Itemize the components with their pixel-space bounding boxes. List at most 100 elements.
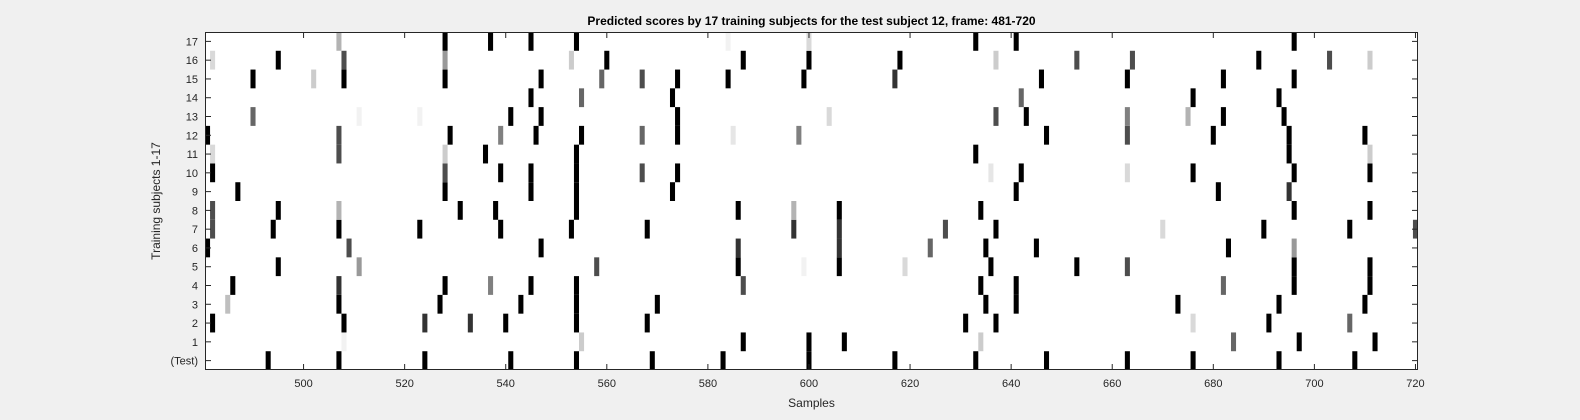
heatmap-cell bbox=[422, 313, 428, 333]
heatmap-cell bbox=[579, 125, 585, 145]
heatmap-cell bbox=[1286, 182, 1292, 201]
heatmap-cell bbox=[973, 351, 979, 370]
heatmap-cell bbox=[1124, 351, 1130, 370]
heatmap-cell bbox=[437, 294, 443, 314]
heatmap-cell bbox=[806, 332, 812, 352]
heatmap-cell bbox=[1225, 238, 1231, 258]
heatmap-cell bbox=[493, 201, 499, 220]
heatmap-cell bbox=[1210, 125, 1216, 145]
heatmap-cell bbox=[336, 125, 342, 145]
heatmap-cell bbox=[836, 257, 842, 277]
heatmap-cell bbox=[836, 201, 842, 220]
y-tick-label: 9 bbox=[192, 187, 198, 199]
heatmap-cell bbox=[594, 257, 600, 277]
heatmap-cell bbox=[442, 276, 448, 295]
heatmap-cell bbox=[336, 201, 342, 220]
heatmap-cell bbox=[654, 294, 660, 314]
heatmap-cell bbox=[457, 201, 463, 220]
heatmap-cell bbox=[568, 219, 574, 239]
heatmap-cell bbox=[675, 107, 681, 126]
heatmap-cell bbox=[725, 32, 731, 51]
heatmap-cell bbox=[1291, 257, 1297, 277]
heatmap-cell bbox=[973, 144, 979, 164]
heatmap-cell bbox=[806, 32, 812, 51]
heatmap-cell bbox=[841, 332, 847, 352]
heatmap-cell bbox=[604, 50, 610, 70]
heatmap-cell bbox=[533, 125, 539, 145]
heatmap-cell bbox=[1013, 182, 1019, 201]
heatmap-cell bbox=[1190, 88, 1196, 108]
heatmap-cell bbox=[250, 107, 256, 126]
heatmap-cell bbox=[528, 182, 534, 201]
heatmap-cell bbox=[1023, 107, 1029, 126]
x-tick-label: 620 bbox=[901, 378, 919, 390]
y-tick-label: 10 bbox=[186, 168, 198, 180]
heatmap-cell bbox=[275, 50, 281, 70]
y-tick-label: 13 bbox=[186, 112, 198, 124]
heatmap-cell bbox=[1185, 107, 1191, 126]
heatmap-cell bbox=[1013, 276, 1019, 295]
heatmap-cell bbox=[1018, 88, 1024, 108]
heatmap-cell bbox=[836, 238, 842, 258]
y-tick-label: 8 bbox=[192, 205, 198, 217]
heatmap-cell bbox=[1013, 294, 1019, 314]
heatmap-cell bbox=[735, 238, 741, 258]
heatmap-cell bbox=[1190, 163, 1196, 183]
heatmap-cell bbox=[1367, 276, 1373, 295]
heatmap-cell bbox=[978, 201, 984, 220]
heatmap-cell bbox=[225, 294, 231, 314]
heatmap-cell bbox=[978, 332, 984, 352]
heatmap-cell bbox=[1033, 238, 1039, 258]
heatmap-cell bbox=[983, 294, 989, 314]
heatmap-cell bbox=[573, 182, 580, 201]
heatmap-cell bbox=[341, 69, 347, 89]
heatmap-cell bbox=[644, 313, 650, 333]
heatmap-cell bbox=[675, 69, 681, 89]
heatmap-cell bbox=[275, 201, 281, 220]
heatmap-cell bbox=[1043, 125, 1050, 145]
heatmap-cell bbox=[1367, 201, 1373, 220]
heatmap-cell bbox=[1367, 144, 1373, 164]
heatmap-cell bbox=[1286, 125, 1292, 145]
heatmap-cell bbox=[1124, 257, 1130, 277]
heatmap-cell bbox=[528, 32, 534, 51]
heatmap-cell bbox=[508, 351, 514, 370]
heatmap-cell bbox=[801, 69, 807, 89]
heatmap-cell bbox=[1291, 238, 1297, 258]
heatmap-cell bbox=[1266, 313, 1272, 333]
y-tick-label: 14 bbox=[186, 93, 198, 105]
y-tick-label: 7 bbox=[192, 224, 198, 236]
heatmap-cell bbox=[447, 125, 453, 145]
heatmap-cell bbox=[538, 107, 544, 126]
heatmap-cell bbox=[1215, 182, 1221, 201]
y-tick-label: 11 bbox=[187, 149, 198, 161]
heatmap-cell bbox=[336, 276, 342, 295]
heatmap-cell bbox=[508, 107, 514, 126]
heatmap-cell bbox=[1074, 50, 1080, 70]
heatmap-cell bbox=[735, 257, 741, 277]
heatmap-cell bbox=[1129, 50, 1135, 70]
heatmap-cell bbox=[1220, 107, 1226, 126]
heatmap-cell bbox=[568, 50, 574, 70]
heatmap-cell bbox=[740, 50, 746, 70]
heatmap-cell bbox=[1281, 107, 1287, 126]
heatmap-cell bbox=[993, 313, 999, 333]
heatmap-cell bbox=[892, 69, 898, 89]
x-axis-label: Samples bbox=[788, 396, 835, 410]
heatmap-cell bbox=[336, 144, 342, 164]
heatmap-cell bbox=[210, 144, 216, 164]
x-tick-label: 700 bbox=[1305, 378, 1323, 390]
heatmap-cell bbox=[488, 276, 494, 295]
heatmap-cell bbox=[1372, 332, 1378, 352]
heatmap-cell bbox=[1261, 219, 1267, 239]
x-tick-label: 560 bbox=[598, 378, 616, 390]
y-tick-label: 17 bbox=[186, 36, 198, 48]
heatmap-cell bbox=[210, 201, 216, 220]
heatmap-cell bbox=[897, 50, 903, 70]
y-tick-label: 4 bbox=[192, 281, 198, 293]
x-tick-label: 640 bbox=[1002, 378, 1020, 390]
heatmap-cell bbox=[927, 238, 933, 258]
heatmap-cell bbox=[1038, 69, 1044, 89]
heatmap-cell bbox=[644, 219, 650, 239]
